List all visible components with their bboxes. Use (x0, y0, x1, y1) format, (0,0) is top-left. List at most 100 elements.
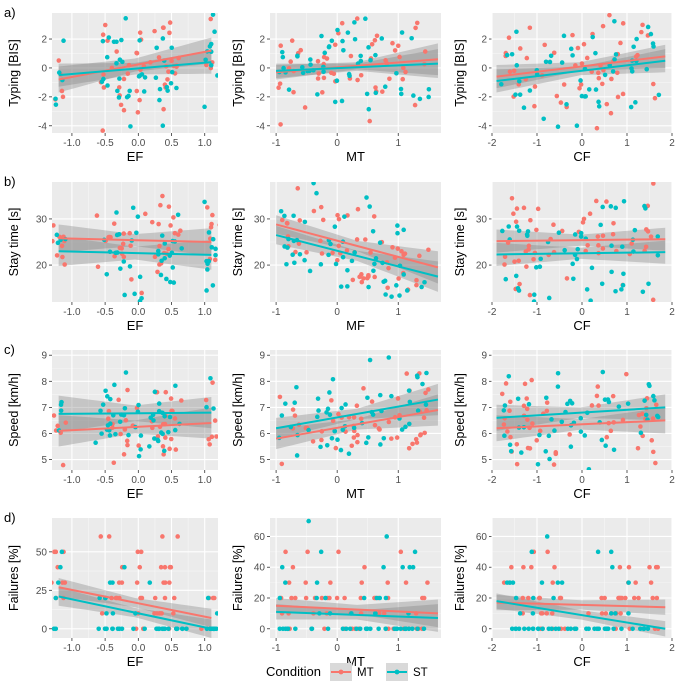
data-point-st (104, 54, 110, 60)
data-point-st (207, 44, 213, 49)
data-point-st (616, 404, 622, 409)
data-point-st (422, 279, 427, 285)
data-point-st (544, 534, 550, 539)
data-point-mt (100, 128, 106, 133)
data-point-st (526, 626, 531, 632)
data-point-st (578, 230, 584, 236)
data-point-st (363, 440, 369, 446)
y-tick-label: 30 (36, 214, 48, 225)
data-point-st (526, 401, 532, 407)
data-point-mt (386, 265, 391, 271)
x-axis-label: CF (573, 654, 590, 669)
data-point-st (656, 92, 662, 98)
data-point-st (327, 390, 332, 395)
data-point-st (308, 62, 313, 67)
y-tick-label: 0 (481, 624, 487, 635)
y-tick-label: 30 (476, 214, 488, 225)
data-point-mt (173, 447, 179, 452)
x-axis-label: MF (346, 318, 365, 333)
data-point-st (633, 100, 638, 105)
data-point-mt (577, 85, 582, 91)
data-point-st (136, 402, 141, 408)
data-point-mt (502, 262, 507, 267)
data-point-st (650, 41, 656, 46)
data-point-st (137, 298, 143, 302)
data-point-st (420, 381, 425, 387)
data-point-mt (579, 61, 585, 66)
data-point-mt (210, 380, 215, 385)
x-tick-label: 0 (579, 307, 585, 318)
y-axis-label: Failures [%] (453, 545, 467, 611)
data-point-mt (620, 21, 626, 26)
data-point-st (363, 626, 369, 632)
data-point-st (366, 45, 371, 50)
data-point-st (572, 232, 578, 237)
data-point-st (147, 580, 153, 585)
x-tick-label: -1 (272, 138, 281, 149)
data-point-mt (166, 69, 171, 74)
data-point-mt (629, 241, 634, 246)
data-point-mt (596, 403, 601, 408)
data-point-st (521, 105, 527, 111)
data-point-mt (372, 274, 377, 280)
data-point-st (209, 245, 215, 250)
x-axis-label: EF (127, 318, 144, 333)
data-point-mt (327, 595, 332, 601)
data-point-mt (328, 580, 333, 585)
data-point-st (584, 626, 589, 632)
data-point-st (509, 51, 515, 57)
data-point-mt (163, 389, 169, 395)
x-tick-label: -1 (533, 475, 542, 486)
data-point-mt (175, 232, 181, 237)
data-point-mt (551, 50, 557, 56)
data-point-mt (554, 93, 560, 99)
data-point-mt (52, 238, 55, 244)
data-point-mt (600, 246, 606, 251)
data-point-mt (114, 49, 119, 54)
data-point-st (404, 288, 410, 293)
data-point-st (54, 232, 60, 238)
data-point-mt (529, 564, 534, 570)
data-point-mt (422, 430, 427, 436)
data-point-st (283, 580, 288, 585)
data-point-mt (524, 406, 530, 412)
data-point-mt (617, 564, 623, 570)
legend: Condition MT ST (266, 663, 428, 681)
row-label: c) (4, 342, 15, 357)
data-point-mt (125, 71, 131, 76)
data-point-mt (377, 427, 382, 432)
data-point-mt (171, 215, 176, 220)
data-point-mt (165, 77, 170, 82)
data-point-mt (526, 247, 531, 252)
data-point-st (535, 626, 541, 632)
x-tick-label: -1.0 (63, 138, 81, 149)
y-tick-label: 2 (481, 35, 487, 46)
data-point-st (589, 265, 595, 271)
data-point-st (598, 222, 603, 228)
data-point-mt (602, 595, 607, 601)
regression-line-st (58, 250, 212, 256)
data-point-mt (607, 13, 612, 18)
data-point-st (166, 626, 171, 632)
data-point-st (592, 626, 597, 632)
data-point-st (162, 241, 168, 246)
data-point-st (117, 419, 123, 425)
data-point-st (530, 595, 536, 601)
data-point-st (578, 234, 584, 239)
data-point-st (98, 408, 103, 414)
data-point-st (543, 59, 549, 65)
data-point-st (160, 626, 166, 632)
data-point-mt (336, 549, 341, 555)
data-point-st (611, 626, 616, 632)
data-point-st (365, 395, 370, 401)
data-point-mt (175, 534, 180, 539)
data-point-st (160, 36, 166, 41)
data-point-mt (553, 451, 559, 457)
data-point-st (136, 453, 142, 459)
data-point-mt (128, 243, 133, 249)
y-tick-label: 20 (476, 261, 488, 272)
data-point-st (506, 224, 512, 229)
data-point-st (409, 35, 414, 41)
data-point-st (308, 57, 313, 62)
data-point-st (138, 433, 144, 438)
